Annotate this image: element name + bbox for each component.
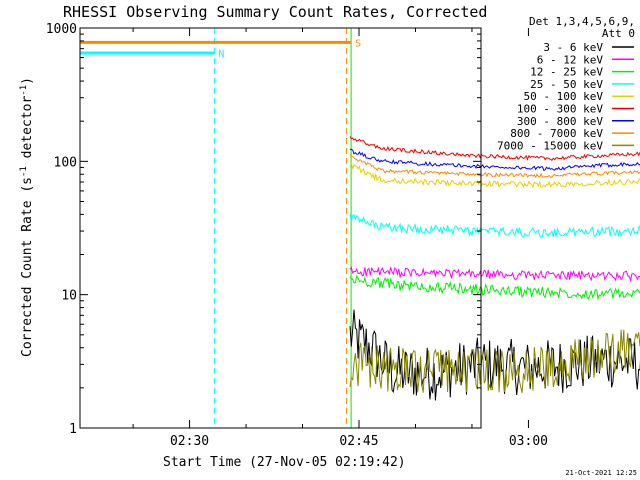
- legend-label-8: 7000 - 15000 keV: [497, 139, 603, 152]
- y-axis-label: Corrected Count Rate (s-1 detector-1): [19, 77, 35, 357]
- legend-label-3: 25 - 50 keV: [530, 78, 603, 91]
- x-tick-label-0: 02:30: [170, 434, 209, 449]
- y-tick-label-0: 1: [69, 422, 77, 437]
- series-line-6: [349, 148, 640, 171]
- series-line-2: [349, 274, 640, 301]
- legend-label-2: 12 - 25 keV: [530, 66, 603, 79]
- legend-label-0: 3 - 6 keV: [543, 41, 603, 54]
- legend-label-1: 6 - 12 keV: [537, 53, 604, 66]
- legend-header-line-2: Att 0: [602, 27, 635, 40]
- state-bar-label-1: S: [355, 38, 361, 49]
- state-bar-label-0: N: [218, 49, 224, 60]
- footer-timestamp: 21-Oct-2021 12:25: [565, 469, 637, 477]
- plot-area: NS110100100002:3002:4503:0003:1503:3003:…: [46, 22, 640, 449]
- series-line-0: [349, 309, 640, 401]
- x-axis-label: Start Time (27-Nov-05 02:19:42): [163, 455, 406, 470]
- x-tick-label-1: 02:45: [339, 434, 378, 449]
- series-line-8: [349, 329, 640, 394]
- series-line-5: [349, 136, 640, 161]
- legend-label-4: 50 - 100 keV: [524, 90, 604, 103]
- plot-frame: [79, 27, 482, 429]
- x-tick-label-2: 03:00: [509, 434, 548, 449]
- series-line-1: [349, 265, 640, 283]
- y-axis-label-close: ): [20, 77, 35, 85]
- legend-label-6: 300 - 800 keV: [517, 115, 603, 128]
- y-axis-label-unit: detector: [20, 96, 35, 167]
- y-axis-label-text: Corrected Count Rate (s: [20, 177, 35, 357]
- legend-label-5: 100 - 300 keV: [517, 103, 603, 116]
- legend-header-line-1: Det 1,3,4,5,6,9,: [529, 15, 635, 28]
- series-line-4: [349, 162, 640, 189]
- y-tick-label-3: 1000: [46, 22, 77, 37]
- y-axis-label-exponent-2: -1: [19, 85, 29, 96]
- legend-label-7: 800 - 7000 keV: [510, 127, 603, 140]
- y-tick-label-2: 100: [54, 155, 77, 170]
- series-line-3: [349, 214, 640, 238]
- y-axis-label-exponent: -1: [19, 166, 29, 177]
- series-line-7: [349, 153, 640, 179]
- chart-title: RHESSI Observing Summary Count Rates, Co…: [63, 3, 487, 21]
- y-tick-label-1: 10: [61, 289, 77, 304]
